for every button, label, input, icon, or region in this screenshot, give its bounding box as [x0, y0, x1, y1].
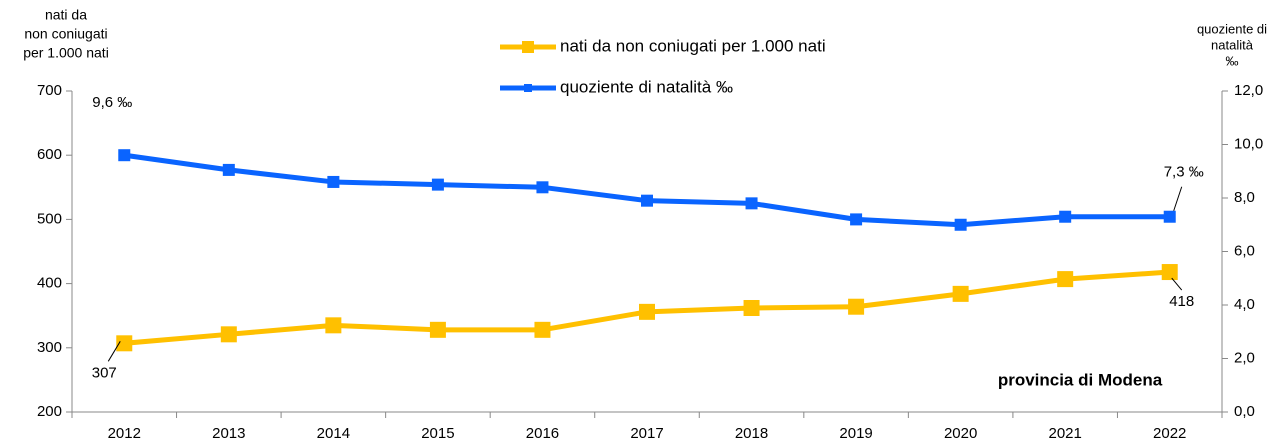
x-tick-label: 2018	[735, 425, 768, 442]
marker	[639, 303, 655, 320]
marker	[952, 285, 969, 302]
marker	[743, 299, 760, 316]
x-tick-label: 2013	[212, 425, 245, 442]
leader-line	[107, 341, 121, 362]
x-tick-label: 2021	[1048, 425, 1081, 442]
marker	[534, 321, 551, 338]
legend-marker	[522, 41, 534, 53]
y-axis-label: non coniugati	[24, 26, 107, 42]
data-label: 307	[92, 364, 117, 381]
y-axis-label: per 1.000 nati	[23, 45, 109, 61]
marker	[848, 298, 865, 315]
marker	[954, 218, 967, 231]
marker	[536, 181, 549, 194]
x-tick-label: 2022	[1153, 425, 1186, 442]
data-label: 7,3 ‰	[1164, 164, 1204, 181]
data-label: 9,6 ‰	[92, 94, 132, 111]
marker	[641, 194, 653, 207]
y2-tick-label: 12,0	[1234, 82, 1263, 99]
marker	[1163, 210, 1176, 223]
y-tick-label: 200	[37, 403, 62, 420]
y-tick-label: 500	[37, 210, 62, 227]
y2-tick-label: 2,0	[1234, 349, 1255, 366]
marker	[745, 197, 758, 210]
y2-tick-label: 8,0	[1234, 189, 1255, 206]
legend-marker	[524, 84, 532, 92]
y2-tick-label: 10,0	[1234, 135, 1263, 152]
legend-label: nati da non coniugati per 1.000 nati	[560, 36, 826, 55]
y2-axis-label: ‰	[1226, 53, 1239, 68]
x-tick-label: 2016	[526, 425, 559, 442]
marker	[222, 163, 235, 176]
marker	[1161, 264, 1178, 281]
marker	[327, 175, 340, 188]
y2-axis-label: natalità	[1211, 37, 1254, 52]
marker	[850, 213, 863, 226]
y2-axis-label: quoziente di	[1197, 21, 1267, 36]
y-tick-label: 400	[37, 275, 62, 292]
x-tick-label: 2017	[630, 425, 663, 442]
marker	[1059, 210, 1072, 223]
x-tick-label: 2019	[839, 425, 872, 442]
y-tick-label: 300	[37, 339, 62, 356]
annotation: provincia di Modena	[998, 370, 1163, 389]
marker	[1057, 271, 1074, 288]
data-label: 418	[1169, 293, 1194, 310]
leader-line	[1171, 277, 1183, 291]
y-axis-label: nati da	[45, 7, 87, 23]
y2-tick-label: 4,0	[1234, 296, 1255, 313]
y-tick-label: 700	[37, 82, 62, 99]
series-line	[123, 152, 1170, 228]
x-tick-label: 2014	[317, 425, 350, 442]
marker	[429, 321, 446, 338]
y-tick-label: 600	[37, 146, 62, 163]
x-tick-label: 2020	[944, 425, 977, 442]
y2-tick-label: 0,0	[1234, 403, 1255, 420]
leader-line	[1173, 186, 1183, 211]
marker	[431, 178, 444, 191]
marker	[220, 326, 237, 343]
y2-tick-label: 6,0	[1234, 242, 1255, 259]
marker	[116, 335, 133, 352]
marker	[118, 149, 131, 162]
marker	[325, 317, 342, 334]
x-tick-label: 2012	[108, 425, 141, 442]
x-tick-label: 2015	[421, 425, 454, 442]
legend-label: quoziente di natalità ‰	[560, 77, 733, 96]
